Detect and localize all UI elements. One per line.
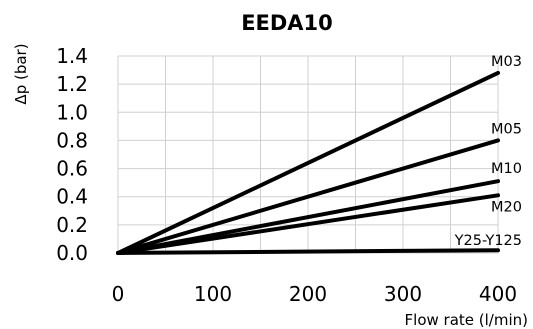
x-tick-label: 400: [479, 282, 517, 306]
y-tick-labels: 0.0 0.2 0.4 0.6 0.8 1.0 1.2 1.4: [56, 44, 88, 265]
y-tick-label: 1.0: [56, 100, 88, 124]
x-tick-label: 0: [112, 282, 125, 306]
series-line-m03: [116, 70, 500, 255]
series-label: M10: [491, 161, 522, 177]
x-tick-labels: 0 100 200 300 400: [112, 282, 517, 306]
series-label: Y25-Y125: [454, 233, 522, 249]
series-lines: [116, 70, 500, 255]
y-tick-label: 0.4: [56, 185, 88, 209]
x-tick-label: 300: [384, 282, 422, 306]
series-line-m10: [116, 179, 500, 255]
y-tick-label: 0.2: [56, 213, 88, 237]
y-tick-label: 0.6: [56, 157, 88, 181]
series-line-m05: [116, 138, 500, 255]
series-label: M03: [491, 54, 522, 70]
series-line-m20: [116, 193, 500, 255]
y-tick-label: 0.8: [56, 128, 88, 152]
series-label: M20: [491, 199, 522, 215]
series-line-y25-y125: [116, 248, 500, 255]
series-labels: M03 M05 M10 M20 Y25-Y125: [454, 54, 522, 249]
y-tick-label: 0.0: [56, 241, 88, 265]
series-label: M05: [491, 121, 522, 137]
y-axis-title: Δp (bar): [12, 43, 30, 104]
x-tick-label: 200: [289, 282, 327, 306]
chart-title: EEDA10: [241, 11, 333, 35]
y-tick-label: 1.2: [56, 72, 88, 96]
y-tick-label: 1.4: [56, 44, 88, 68]
x-axis-title: Flow rate (l/min): [405, 311, 528, 329]
x-tick-label: 100: [194, 282, 232, 306]
